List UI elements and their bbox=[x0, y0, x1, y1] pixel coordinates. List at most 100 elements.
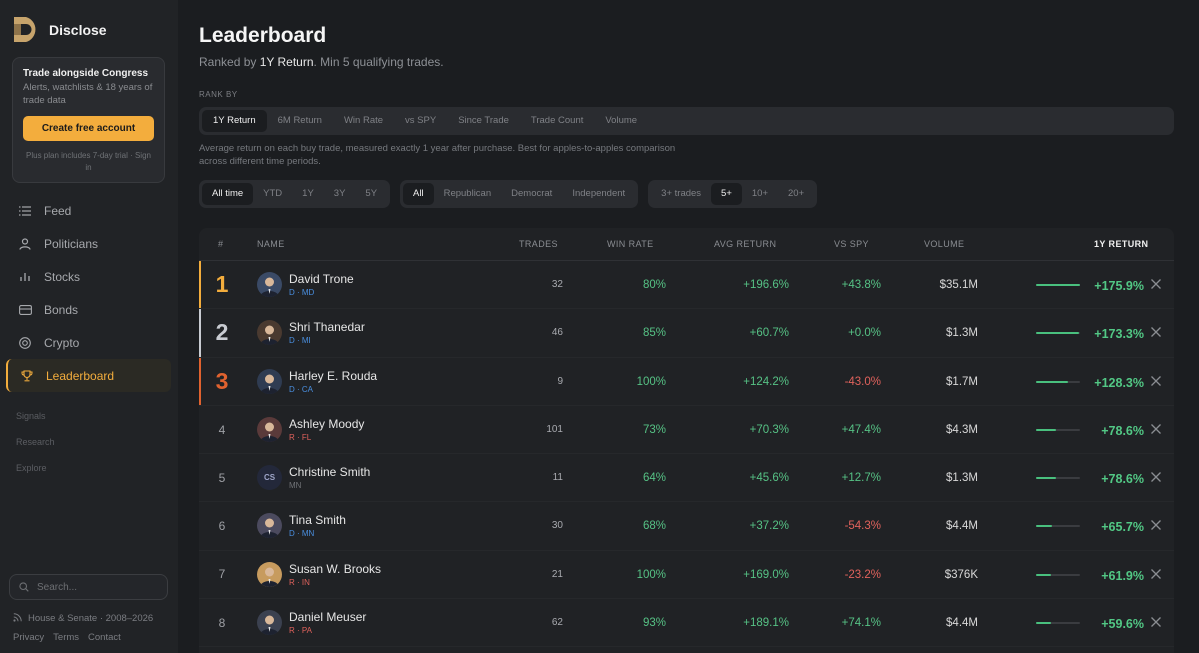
table-row[interactable]: 2 Shri Thanedar D · MI 46 85% +60.7% +0.… bbox=[199, 309, 1174, 358]
politician-name[interactable]: Tina Smith bbox=[289, 513, 346, 528]
tab-since-trade[interactable]: Since Trade bbox=[458, 115, 509, 126]
return-bar bbox=[1036, 525, 1080, 528]
terms-link[interactable]: Terms bbox=[53, 632, 80, 643]
tab-vs-spy[interactable]: vs SPY bbox=[405, 115, 437, 126]
party-state: R · FL bbox=[289, 432, 312, 442]
one-year-return: +78.6% bbox=[1101, 472, 1144, 487]
party-democrat[interactable]: Democrat bbox=[511, 188, 553, 199]
subtitle-prefix: Ranked by bbox=[199, 55, 260, 69]
table-row[interactable]: 4 Ashley Moody R · FL 101 73% +70.3% +47… bbox=[199, 406, 1174, 455]
avatar bbox=[257, 320, 282, 346]
party-state: D · CA bbox=[289, 384, 314, 394]
period-3y[interactable]: 3Y bbox=[333, 188, 346, 199]
tab-6m-return[interactable]: 6M Return bbox=[277, 115, 322, 126]
politician-name[interactable]: Susan W. Brooks bbox=[289, 561, 382, 576]
table-row[interactable]: 1 David Trone D · MD 32 80% +196.6% +43.… bbox=[199, 261, 1174, 310]
period-5y[interactable]: 5Y bbox=[365, 188, 378, 199]
contact-link[interactable]: Contact bbox=[88, 632, 121, 643]
one-year-return: +61.9% bbox=[1101, 568, 1144, 583]
min-trades-5[interactable]: 5+ bbox=[711, 183, 742, 205]
section-research[interactable]: Research bbox=[16, 437, 55, 447]
trades-count: 21 bbox=[551, 568, 563, 580]
x-social-icon[interactable] bbox=[1150, 326, 1162, 338]
x-social-icon[interactable] bbox=[1150, 471, 1162, 483]
search-input[interactable]: Search... bbox=[9, 574, 168, 600]
trades-count: 11 bbox=[552, 472, 563, 484]
sidebar-item-feed[interactable]: Feed bbox=[6, 194, 171, 227]
x-social-icon[interactable] bbox=[1150, 278, 1162, 290]
return-bar bbox=[1036, 622, 1080, 625]
header-trades[interactable]: TRADES bbox=[519, 239, 558, 249]
sidebar-item-leaderboard[interactable]: Leaderboard bbox=[6, 359, 171, 392]
portrait-icon bbox=[257, 272, 282, 297]
brand[interactable]: Disclose bbox=[12, 15, 107, 44]
row-rank: 6 bbox=[218, 519, 226, 534]
trades-count: 32 bbox=[551, 279, 563, 290]
sidebar-item-stocks[interactable]: Stocks bbox=[6, 260, 171, 293]
vs-spy: +43.8% bbox=[841, 279, 881, 291]
row-rank: 5 bbox=[218, 470, 226, 485]
header-volume[interactable]: VOLUME bbox=[924, 239, 965, 249]
header-avg-return[interactable]: AVG RETURN bbox=[714, 239, 777, 249]
table-row[interactable]: 3 Harley E. Rouda D · CA 9 100% +124.2% … bbox=[199, 357, 1174, 406]
party-independent[interactable]: Independent bbox=[572, 188, 626, 199]
sidebar-item-bonds[interactable]: Bonds bbox=[6, 293, 171, 326]
return-bar-fill bbox=[1036, 525, 1053, 528]
politician-name[interactable]: Ashley Moody bbox=[289, 416, 365, 431]
table-row[interactable]: 5 CS Christine Smith MN 11 64% +45.6% +1… bbox=[199, 454, 1174, 503]
avg-return: +70.3% bbox=[749, 423, 789, 436]
sidebar-item-crypto[interactable]: Crypto bbox=[6, 326, 171, 359]
x-social-icon[interactable] bbox=[1150, 375, 1162, 387]
tab-1y-return[interactable]: 1Y Return bbox=[202, 110, 267, 132]
tab-trade-count[interactable]: Trade Count bbox=[530, 115, 584, 126]
tab-volume[interactable]: Volume bbox=[605, 115, 638, 126]
party-state: R · PA bbox=[289, 626, 312, 636]
header-1y-return[interactable]: 1Y RETURN bbox=[1094, 239, 1149, 249]
return-bar-fill bbox=[1036, 622, 1051, 625]
x-social-icon[interactable] bbox=[1150, 423, 1162, 435]
create-account-button[interactable]: Create free account bbox=[23, 116, 154, 141]
coverage-note: House & Senate · 2008–2026 bbox=[13, 613, 153, 624]
avg-return: +45.6% bbox=[749, 472, 789, 485]
period-all-time[interactable]: All time bbox=[202, 183, 254, 205]
politician-name[interactable]: Daniel Meuser bbox=[289, 610, 367, 625]
header-win-rate[interactable]: WIN RATE bbox=[607, 239, 654, 249]
party: R bbox=[289, 577, 295, 587]
politician-name[interactable]: Christine Smith bbox=[289, 465, 371, 480]
politician-name[interactable]: David Trone bbox=[289, 272, 354, 286]
header-vs-spy[interactable]: VS SPY bbox=[834, 239, 869, 249]
party-republican[interactable]: Republican bbox=[443, 188, 492, 199]
tab-win-rate[interactable]: Win Rate bbox=[343, 115, 384, 126]
politician-name[interactable]: Shri Thanedar bbox=[289, 320, 365, 335]
min-trades-3[interactable]: 3+ trades bbox=[661, 188, 702, 199]
win-rate: 80% bbox=[642, 279, 666, 291]
x-social-icon[interactable] bbox=[1150, 519, 1162, 531]
state: MI bbox=[301, 336, 311, 346]
state: MN bbox=[289, 481, 302, 491]
privacy-link[interactable]: Privacy bbox=[13, 632, 45, 643]
x-social-icon[interactable] bbox=[1150, 616, 1162, 628]
x-social-icon[interactable] bbox=[1150, 568, 1162, 580]
min-trades-20[interactable]: 20+ bbox=[788, 188, 805, 199]
section-signals[interactable]: Signals bbox=[16, 411, 46, 421]
return-bar-fill bbox=[1036, 428, 1056, 431]
table-row[interactable]: 8 Daniel Meuser R · PA 62 93% +189.1% +7… bbox=[199, 599, 1174, 648]
avg-return: +189.1% bbox=[743, 617, 789, 630]
politician-name[interactable]: Harley E. Rouda bbox=[289, 368, 378, 383]
party-all[interactable]: All bbox=[403, 183, 434, 205]
volume: $4.4M bbox=[946, 617, 978, 630]
portrait-icon bbox=[257, 368, 282, 394]
table-row[interactable]: 6 Tina Smith D · MN 30 68% +37.2% -54.3%… bbox=[199, 502, 1174, 551]
state: CA bbox=[301, 384, 314, 394]
min-trades-10[interactable]: 10+ bbox=[751, 188, 769, 199]
avg-return: +37.2% bbox=[749, 520, 789, 533]
sidebar-item-politicians[interactable]: Politicians bbox=[6, 227, 171, 260]
section-explore[interactable]: Explore bbox=[16, 463, 47, 473]
header-name[interactable]: NAME bbox=[257, 239, 285, 249]
sidebar: Disclose Trade alongside Congress Alerts… bbox=[0, 0, 178, 653]
sign-in-link[interactable]: Sign in bbox=[85, 151, 151, 172]
period-1y[interactable]: 1Y bbox=[302, 188, 314, 199]
return-bar bbox=[1036, 428, 1080, 431]
table-row[interactable]: 7 Susan W. Brooks R · IN 21 100% +169.0%… bbox=[199, 551, 1174, 600]
period-ytd[interactable]: YTD bbox=[263, 188, 283, 199]
